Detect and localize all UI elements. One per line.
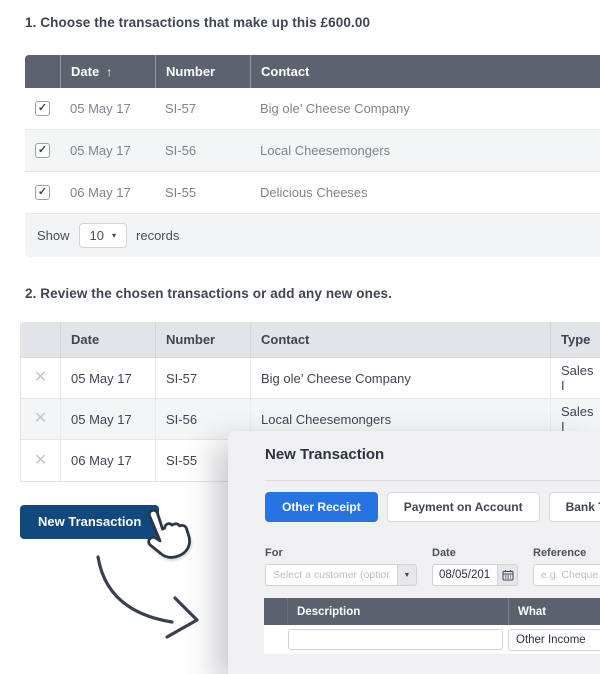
remove-row-icon[interactable]: ✕ xyxy=(33,410,48,427)
divider xyxy=(265,480,600,481)
row-checkbox-checked[interactable]: ✓ xyxy=(35,101,50,116)
row-number: SI-57 xyxy=(156,358,251,398)
description-header: Description xyxy=(297,605,361,618)
reference-label: Reference xyxy=(533,547,587,559)
records-label: records xyxy=(136,228,180,243)
tab-other-receipt[interactable]: Other Receipt xyxy=(265,492,378,522)
line-item-row: Other Income xyxy=(264,625,600,654)
transaction-type-tabs: Other Receipt Payment on Account Bank Tr… xyxy=(265,492,600,522)
row-number: SI-57 xyxy=(165,101,197,116)
remove-row-icon[interactable]: ✕ xyxy=(33,369,48,386)
row-contact: Big ole’ Cheese Company xyxy=(251,358,551,398)
modal-title: New Transaction xyxy=(265,446,385,463)
step1-heading: 1. Choose the transactions that make up … xyxy=(25,15,371,30)
row-date: 06 May 17 xyxy=(61,440,156,481)
table2-header-contact: Contact xyxy=(251,322,551,357)
step2-heading: 2. Review the chosen transactions or add… xyxy=(25,286,393,301)
row-type: Sales I xyxy=(561,404,594,434)
row-number: SI-55 xyxy=(165,185,197,200)
curved-arrow xyxy=(96,555,199,639)
records-per-page-select[interactable]: 10 ▾ xyxy=(78,223,128,248)
calendar-icon[interactable] xyxy=(497,564,518,586)
row-checkbox-checked[interactable]: ✓ xyxy=(35,143,50,158)
description-input[interactable] xyxy=(288,629,503,650)
table1-header-date[interactable]: Date ↑ xyxy=(60,55,155,88)
row-date: 05 May 17 xyxy=(70,143,131,158)
table-row: ✕ 05 May 17 SI-57 Big ole’ Cheese Compan… xyxy=(21,358,600,399)
row-contact: Local Cheesemongers xyxy=(260,143,391,158)
table1-footer: Show 10 ▾ records xyxy=(25,214,600,257)
customer-combobox: ▼ xyxy=(265,564,417,586)
new-transaction-modal: New Transaction Other Receipt Payment on… xyxy=(228,431,600,674)
line-items-header-spacer xyxy=(264,598,288,625)
table2-header-type: Type xyxy=(561,332,591,347)
row-date: 06 May 17 xyxy=(70,185,131,200)
sort-ascending-icon: ↑ xyxy=(106,64,113,79)
table1-header-number[interactable]: Number xyxy=(155,55,250,88)
row-contact: Delicious Cheeses xyxy=(260,185,368,200)
table-row[interactable]: ✓ 05 May 17 SI-56 Local Cheesemongers xyxy=(25,130,600,172)
reference-input[interactable] xyxy=(533,564,600,586)
customer-input[interactable] xyxy=(265,564,397,586)
records-per-page-value: 10 xyxy=(89,228,104,243)
table2-header-remove-col xyxy=(21,322,61,357)
choose-transactions-table: Date ↑ Number Contact ✓ 05 May 17 SI-57 … xyxy=(25,55,600,257)
date-field xyxy=(432,564,518,586)
number-header-label: Number xyxy=(166,64,216,79)
chevron-down-icon: ▾ xyxy=(112,231,117,240)
hand-cursor-icon xyxy=(147,508,191,559)
table-row[interactable]: ✓ 05 May 17 SI-57 Big ole’ Cheese Compan… xyxy=(25,88,600,130)
chevron-down-icon[interactable]: ▼ xyxy=(397,564,417,586)
table2-header-number: Number xyxy=(156,322,251,357)
row-type: Sales I xyxy=(561,363,594,393)
row-date: 05 May 17 xyxy=(61,399,156,439)
show-label: Show xyxy=(37,228,70,243)
table-row[interactable]: ✓ 06 May 17 SI-55 Delicious Cheeses xyxy=(25,172,600,214)
row-contact: Big ole’ Cheese Company xyxy=(260,101,410,116)
table2-header-date: Date xyxy=(61,322,156,357)
table1-header: Date ↑ Number Contact xyxy=(25,55,600,88)
row-number: SI-56 xyxy=(165,143,197,158)
new-transaction-button[interactable]: New Transaction xyxy=(20,505,160,539)
contact-header-label: Contact xyxy=(261,64,310,79)
what-select[interactable]: Other Income xyxy=(508,628,600,651)
date-label: Date xyxy=(432,547,456,559)
remove-row-icon[interactable]: ✕ xyxy=(33,451,48,469)
line-items-table: Description What Other Income xyxy=(264,598,600,654)
row-date: 05 May 17 xyxy=(61,358,156,398)
table1-header-checkbox-col xyxy=(25,55,60,88)
table1-header-contact[interactable]: Contact xyxy=(250,55,600,88)
row-number: SI-56 xyxy=(156,399,251,439)
what-header: What xyxy=(508,598,600,625)
row-date: 05 May 17 xyxy=(70,101,131,116)
table2-header: Date Number Contact Type xyxy=(21,322,600,358)
date-header-label: Date xyxy=(71,64,100,79)
tab-bank-transfer[interactable]: Bank Transfer xyxy=(548,492,600,522)
date-input[interactable] xyxy=(432,564,497,586)
transaction-form: For ▼ Date xyxy=(265,547,600,586)
row-checkbox-checked[interactable]: ✓ xyxy=(35,185,50,200)
line-items-header: Description What xyxy=(264,598,600,625)
row-contact: Local Cheesemongers xyxy=(251,399,551,439)
for-label: For xyxy=(265,547,283,559)
tab-payment-on-account[interactable]: Payment on Account xyxy=(386,492,540,522)
